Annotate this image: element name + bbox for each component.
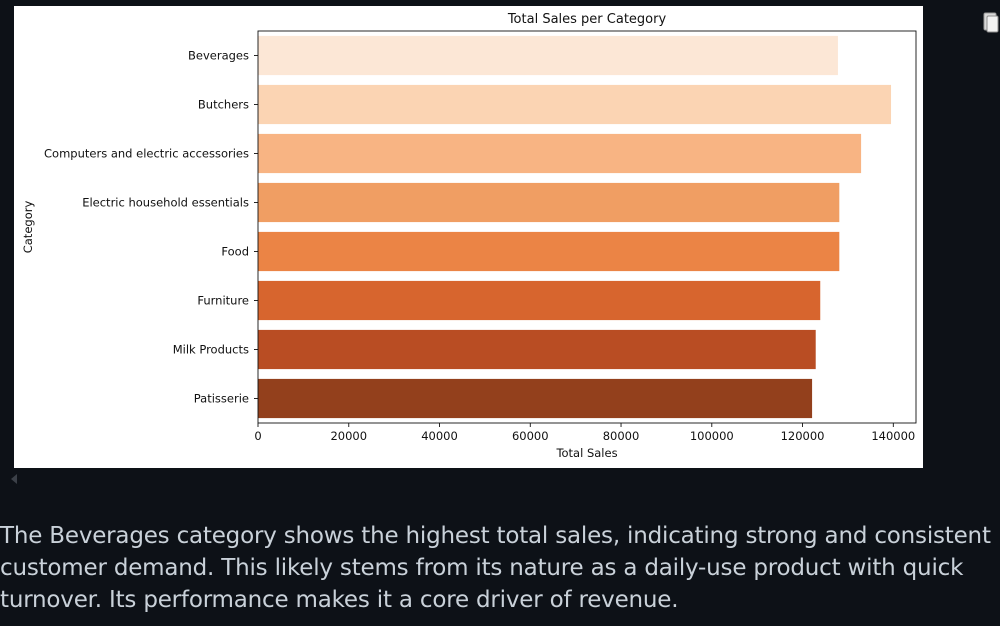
x-tick-label: 0: [254, 429, 261, 443]
y-tick-label: Computers and electric accessories: [44, 147, 249, 161]
x-axis-label: Total Sales: [555, 446, 617, 460]
y-tick-label: Patisserie: [194, 392, 249, 406]
scroll-left-icon[interactable]: [10, 474, 18, 484]
y-tick-label: Furniture: [197, 294, 249, 308]
x-tick-label: 120000: [781, 429, 825, 443]
bar: [258, 133, 862, 174]
x-tick-label: 40000: [421, 429, 458, 443]
bar: [258, 329, 816, 370]
bar: [258, 35, 838, 76]
x-tick-label: 20000: [330, 429, 367, 443]
x-tick-label: 80000: [603, 429, 640, 443]
bar: [258, 231, 840, 272]
y-axis-label: Category: [21, 201, 35, 254]
bar-chart: Total Sales per Category Beverages Butcher…: [21, 12, 917, 460]
x-tick-label: 140000: [871, 429, 915, 443]
chart-title: Total Sales per Category: [507, 12, 667, 27]
y-tick-label: Electric household essentials: [82, 196, 249, 210]
bar: [258, 182, 840, 223]
y-tick-label: Butchers: [198, 98, 249, 112]
bar: [258, 84, 892, 125]
y-tick-label: Beverages: [188, 49, 249, 63]
bar: [258, 378, 813, 419]
plot-frame: [257, 30, 917, 424]
bar: [258, 280, 821, 321]
copy-icon[interactable]: [982, 12, 1000, 34]
analysis-text: The Beverages category shows the highest…: [0, 523, 991, 613]
x-tick-label: 100000: [690, 429, 734, 443]
x-tick-label: 60000: [512, 429, 549, 443]
chart-panel: Total Sales per Category Beverages Butcher…: [14, 6, 923, 468]
y-tick-label: Food: [221, 245, 249, 259]
y-tick-label: Milk Products: [173, 343, 249, 357]
